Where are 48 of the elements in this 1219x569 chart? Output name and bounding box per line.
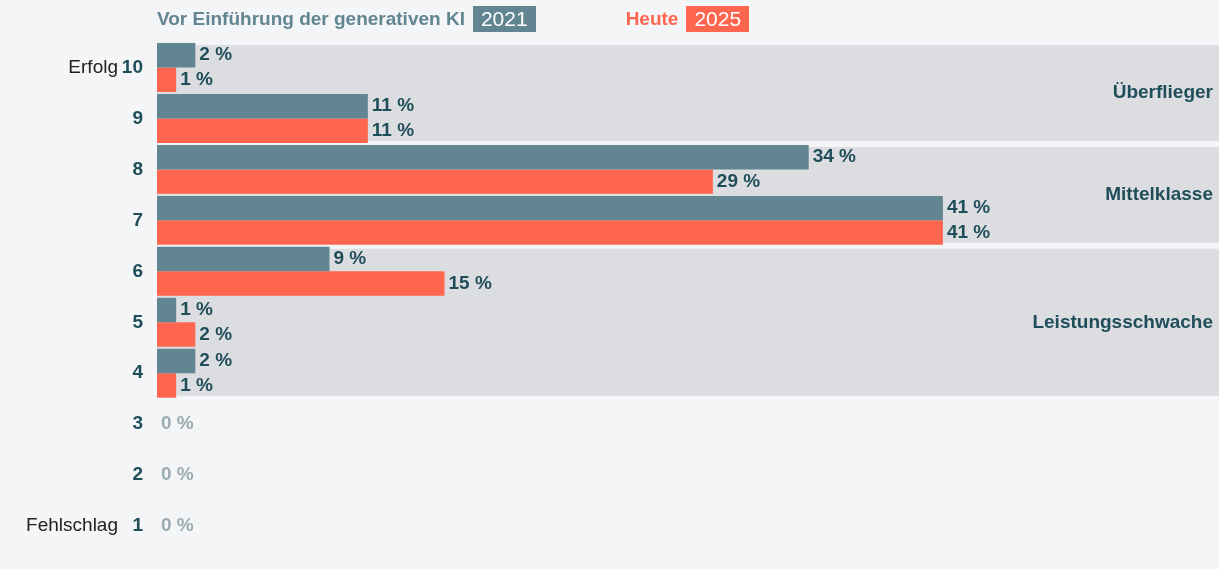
data-label: 15 % (448, 271, 492, 293)
bar (157, 246, 330, 272)
bar (157, 169, 713, 194)
y-tick-label: 1 (132, 514, 144, 536)
bar (157, 93, 368, 119)
y-tick-label: 10 (121, 55, 143, 77)
text: Fehlschlag (26, 514, 118, 536)
bar (157, 144, 809, 170)
band-label: Mittelklasse (1105, 183, 1213, 205)
data-label: 2 % (199, 349, 233, 371)
bar (157, 195, 943, 221)
bar (157, 348, 196, 374)
bar (157, 220, 943, 245)
data-label: 0 % (161, 463, 194, 485)
text: Heute 2025 (625, 6, 743, 32)
bar (157, 118, 368, 143)
series-label: Vor Einführung der generativen KI 2021 (157, 6, 529, 32)
data-label: 41 % (946, 196, 991, 218)
data-label: 1 % (180, 298, 214, 320)
band-label: Überflieger (1112, 81, 1214, 103)
data-label: 11 % (371, 118, 415, 140)
y-tick-label: 3 (132, 412, 143, 434)
data-label: 2 % (199, 43, 233, 65)
data-label: 29 % (716, 169, 761, 191)
data-label: 41 % (946, 220, 991, 242)
y-tick-label: 6 (132, 259, 143, 281)
y-tick-label: 8 (132, 157, 143, 179)
text: Erfolg (68, 55, 118, 77)
data-label: 0 % (161, 514, 194, 536)
y-tick-label: 4 (132, 361, 144, 383)
data-label: 11 % (371, 94, 415, 116)
data-label: 1 % (180, 373, 214, 395)
y-tick-label: 7 (132, 208, 143, 230)
y-tick-label: 9 (132, 106, 143, 128)
data-label: 1 % (180, 67, 214, 89)
bar (157, 43, 196, 68)
y-tick-label: 2 (132, 463, 143, 485)
data-label: 0 % (161, 412, 194, 434)
band-label: Leistungsschwache (1032, 310, 1213, 332)
data-label: 34 % (812, 145, 857, 167)
y-tick-label: 5 (132, 310, 144, 332)
bar (157, 271, 445, 296)
data-label: 2 % (199, 322, 233, 344)
bar (157, 322, 196, 347)
data-label: 9 % (333, 247, 367, 269)
bar (157, 67, 177, 92)
bar (157, 373, 177, 398)
bar (157, 297, 177, 323)
